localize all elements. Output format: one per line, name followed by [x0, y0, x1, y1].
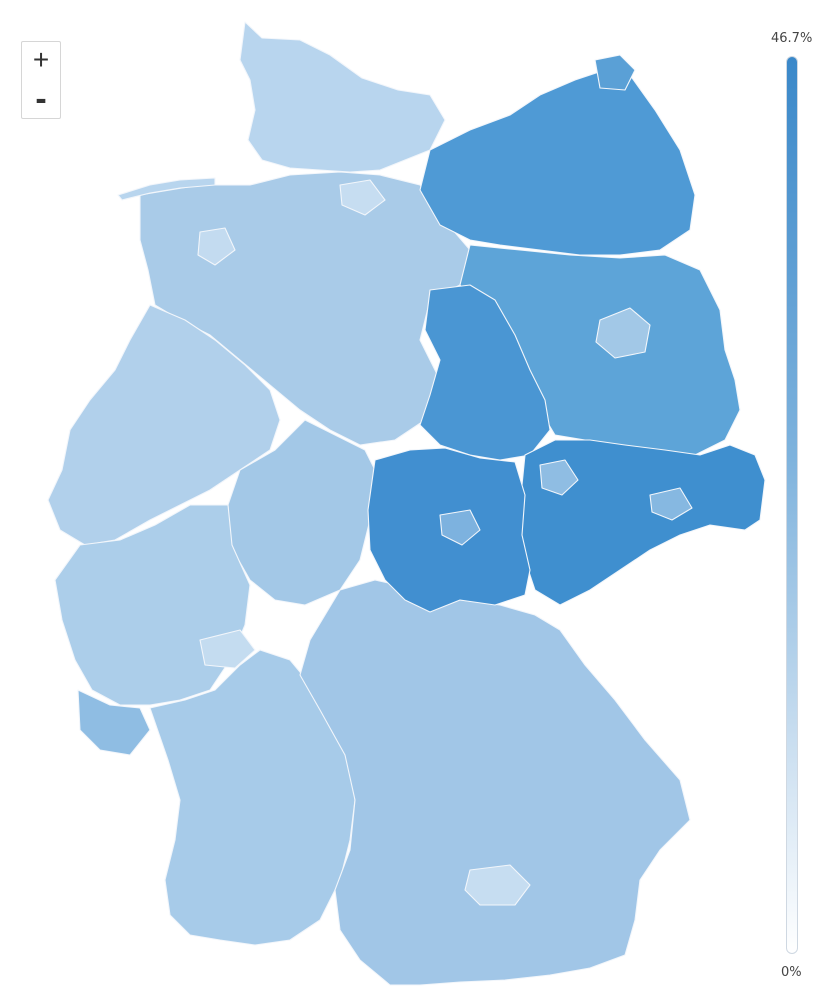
region-dresden[interactable]	[649, 487, 693, 521]
region-bayern[interactable]	[299, 579, 691, 986]
region-berlin[interactable]	[595, 307, 651, 359]
plus-icon: +	[32, 44, 50, 75]
zoom-in-button[interactable]: +	[22, 42, 60, 80]
region-frankfurt[interactable]	[199, 629, 256, 669]
legend-color-scale	[786, 56, 798, 954]
region-bremen[interactable]	[197, 227, 236, 266]
region-leipzig[interactable]	[539, 459, 579, 496]
region-rheinland-pfalz[interactable]	[54, 504, 251, 706]
region-erfurt[interactable]	[439, 509, 481, 546]
region-sachsen[interactable]	[519, 439, 766, 606]
region-hamburg[interactable]	[339, 179, 386, 216]
legend-min-label: 0%	[781, 965, 802, 980]
legend-max-label: 46.7%	[771, 31, 813, 46]
region-ruegen[interactable]	[594, 54, 636, 91]
zoom-out-button[interactable]: -	[22, 81, 60, 119]
zoom-control: + -	[21, 41, 61, 119]
region-east-frisian-islands[interactable]	[117, 177, 216, 201]
region-saarland[interactable]	[77, 689, 151, 756]
region-mecklenburg-vorpommern[interactable]	[419, 69, 696, 256]
region-schleswig-holstein[interactable]	[239, 21, 446, 173]
region-nordrhein-westfalen[interactable]	[47, 304, 281, 546]
region-muenchen[interactable]	[464, 864, 531, 906]
germany-districts[interactable]	[47, 21, 766, 986]
region-sachsen-anhalt[interactable]	[419, 284, 551, 461]
minus-icon: -	[35, 80, 47, 118]
